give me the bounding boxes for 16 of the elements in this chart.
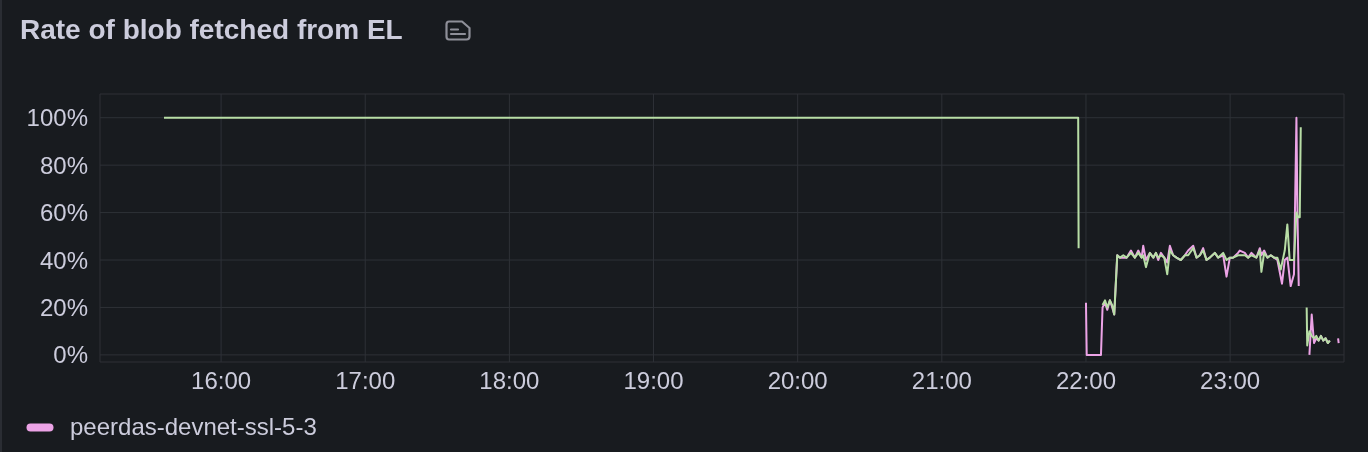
chart-title: Rate of blob fetched from EL (20, 14, 403, 47)
x-tick-label: 19:00 (623, 367, 684, 395)
x-tick-label: 17:00 (335, 367, 396, 395)
legend-label: peerdas-devnet-ssl-5-3 (70, 412, 317, 442)
y-tick-label: 60% (39, 199, 88, 227)
x-tick-label: 22:00 (1055, 367, 1117, 395)
x-tick-label: 18:00 (479, 367, 540, 395)
x-tick-label: 21:00 (911, 367, 972, 395)
y-tick-label: 100% (26, 104, 88, 132)
y-tick-label: 20% (39, 293, 88, 321)
x-tick-label: 23:00 (1200, 367, 1261, 395)
y-tick-label: 80% (39, 151, 88, 179)
x-tick-label: 20:00 (767, 367, 828, 395)
x-tick-label: 16:00 (191, 367, 252, 395)
y-tick-label: 0% (53, 341, 88, 369)
y-tick-label: 40% (39, 246, 88, 274)
